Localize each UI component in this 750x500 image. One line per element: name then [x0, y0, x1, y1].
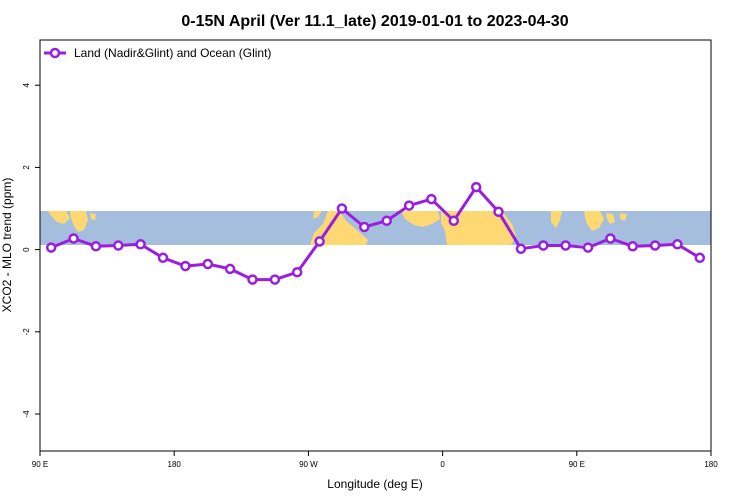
- x-tick-label: 90 E: [569, 460, 585, 469]
- data-point: [247, 274, 258, 285]
- data-point: [627, 241, 638, 252]
- y-axis-label: XCO2 - MLO trend (ppm): [0, 178, 14, 313]
- x-axis: 90 E 180 90 W 0 90 E 180: [32, 451, 718, 469]
- chart-title: 0-15N April (Ver 11.1_late) 2019-01-01 t…: [181, 13, 568, 30]
- y-tick-label: -4: [22, 410, 31, 418]
- data-point: [291, 266, 303, 278]
- land-borneo-left: [70, 211, 88, 232]
- land-new-guinea-right: [620, 213, 627, 221]
- data-point: [582, 242, 594, 253]
- data-point: [426, 193, 437, 205]
- data-point: [68, 233, 79, 244]
- x-tick-label: 0: [440, 460, 445, 469]
- legend-label: Land (Nadir&Glint) and Ocean (Glint): [74, 46, 271, 60]
- data-point: [224, 263, 236, 275]
- data-point: [202, 258, 214, 270]
- data-point: [448, 215, 460, 227]
- data-point: [515, 243, 527, 255]
- y-tick-label: 0: [22, 247, 31, 252]
- y-axis: -4 -2 0 2 4: [22, 82, 40, 418]
- data-point: [672, 239, 683, 250]
- data-point: [113, 240, 124, 251]
- land-borneo-right: [584, 211, 604, 231]
- land-central-america: [313, 211, 322, 219]
- data-point: [694, 252, 706, 264]
- data-point: [359, 221, 370, 233]
- data-point: [470, 181, 482, 193]
- data-point: [538, 240, 549, 251]
- x-tick-label: 180: [168, 460, 182, 469]
- plot-frame: [39, 39, 712, 452]
- land-central-africa: [441, 211, 516, 245]
- data-point: [605, 233, 616, 244]
- data-point: [403, 200, 415, 211]
- data-point: [135, 239, 146, 250]
- x-tick-label: 90 E: [32, 460, 48, 469]
- y-tick-label: 4: [22, 82, 31, 87]
- data-point: [314, 236, 325, 247]
- data-point: [90, 241, 102, 252]
- legend-swatch-marker: [49, 47, 61, 59]
- data-point: [649, 240, 661, 251]
- data-point: [180, 260, 191, 272]
- data-point: [560, 240, 571, 251]
- data-point: [336, 203, 348, 214]
- land-sumatra-right: [551, 211, 562, 228]
- data-point: [157, 252, 169, 264]
- series-group: [45, 181, 706, 285]
- land-masses: [48, 211, 627, 245]
- x-axis-label: Longitude (deg E): [327, 477, 422, 491]
- land-islands-right: [606, 213, 615, 224]
- data-point: [381, 215, 392, 227]
- map-band: [40, 211, 711, 245]
- land-islands-left: [90, 213, 96, 220]
- x-tick-label: 180: [704, 460, 718, 469]
- land-sumatra-left: [48, 211, 70, 224]
- legend: Land (Nadir&Glint) and Ocean (Glint): [44, 46, 271, 60]
- y-tick-label: 2: [22, 165, 31, 170]
- y-tick-label: -2: [22, 328, 31, 336]
- land-west-africa: [401, 211, 440, 227]
- x-tick-label: 90 W: [299, 460, 318, 469]
- data-point: [493, 206, 504, 218]
- data-point: [269, 274, 281, 285]
- data-point: [45, 242, 57, 253]
